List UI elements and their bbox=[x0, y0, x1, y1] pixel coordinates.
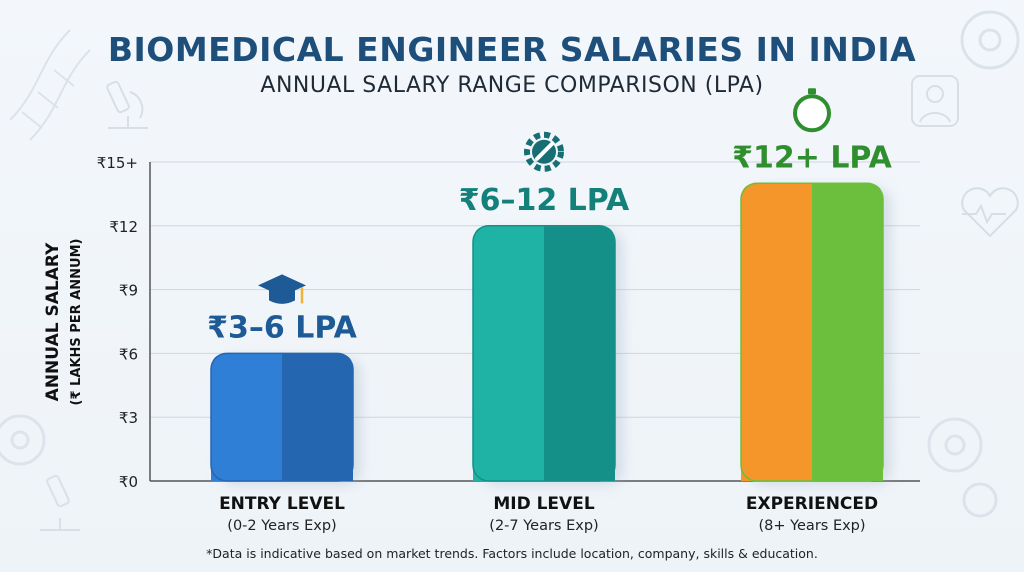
wrench-shape bbox=[535, 141, 554, 161]
bar-outline bbox=[210, 352, 354, 482]
graduation-cap-base bbox=[269, 290, 295, 304]
chart-subtitle: ANNUAL SALARY RANGE COMPARISON (LPA) bbox=[260, 73, 764, 98]
gear-deco-icon-2 bbox=[0, 414, 998, 518]
microscope-deco-icon-2 bbox=[40, 474, 80, 531]
y-axis-label: ANNUAL SALARY bbox=[43, 242, 63, 401]
x-category-label: ENTRY LEVEL bbox=[219, 494, 345, 514]
dna-icon bbox=[9, 29, 91, 141]
plot-area: ₹0 ₹3 ₹6 ₹9 ₹12 ₹15+ ₹3–6 LPA ENTRY LEVEL (0-2 Y… bbox=[97, 88, 920, 534]
bar bbox=[544, 225, 615, 481]
y-axis-sublabel: (₹ LAKHS PER ANNUM) bbox=[69, 239, 84, 406]
bar bbox=[211, 353, 282, 481]
compass-top bbox=[808, 88, 816, 95]
y-tick-label: ₹15+ bbox=[97, 154, 138, 172]
y-tick-label: ₹9 bbox=[119, 282, 138, 300]
bar bbox=[812, 183, 883, 481]
x-category-sublabel: (0-2 Years Exp) bbox=[227, 518, 336, 534]
gear-wrench-icon bbox=[524, 131, 564, 172]
bar bbox=[741, 183, 812, 481]
x-category-sublabel: (8+ Years Exp) bbox=[758, 518, 865, 534]
compass-icon bbox=[793, 94, 831, 133]
data-label: ₹3–6 LPA bbox=[207, 310, 357, 345]
y-tick-label: ₹6 bbox=[119, 345, 138, 363]
bar bbox=[282, 353, 353, 481]
bar-outline bbox=[472, 225, 616, 482]
y-tick-label: ₹3 bbox=[119, 409, 138, 427]
x-category-label: MID LEVEL bbox=[493, 494, 594, 514]
data-label: ₹6–12 LPA bbox=[459, 183, 630, 218]
chart-title: BIOMEDICAL ENGINEER SALARIES IN INDIA bbox=[107, 30, 917, 69]
doctor-deco-icon bbox=[911, 75, 959, 127]
gear-deco-icon bbox=[960, 10, 1020, 70]
x-category-label: EXPERIENCED bbox=[746, 494, 878, 514]
y-tick-label: ₹12 bbox=[109, 218, 138, 236]
microscope-icon bbox=[106, 80, 148, 129]
bar bbox=[473, 225, 544, 481]
heart-pulse-icon bbox=[961, 187, 1019, 238]
data-label: ₹12+ LPA bbox=[732, 140, 893, 175]
y-tick-label: ₹0 bbox=[119, 473, 138, 491]
bar-outline bbox=[740, 182, 884, 482]
x-category-sublabel: (2-7 Years Exp) bbox=[489, 518, 598, 534]
footnote: *Data is indicative based on market tren… bbox=[206, 546, 818, 561]
